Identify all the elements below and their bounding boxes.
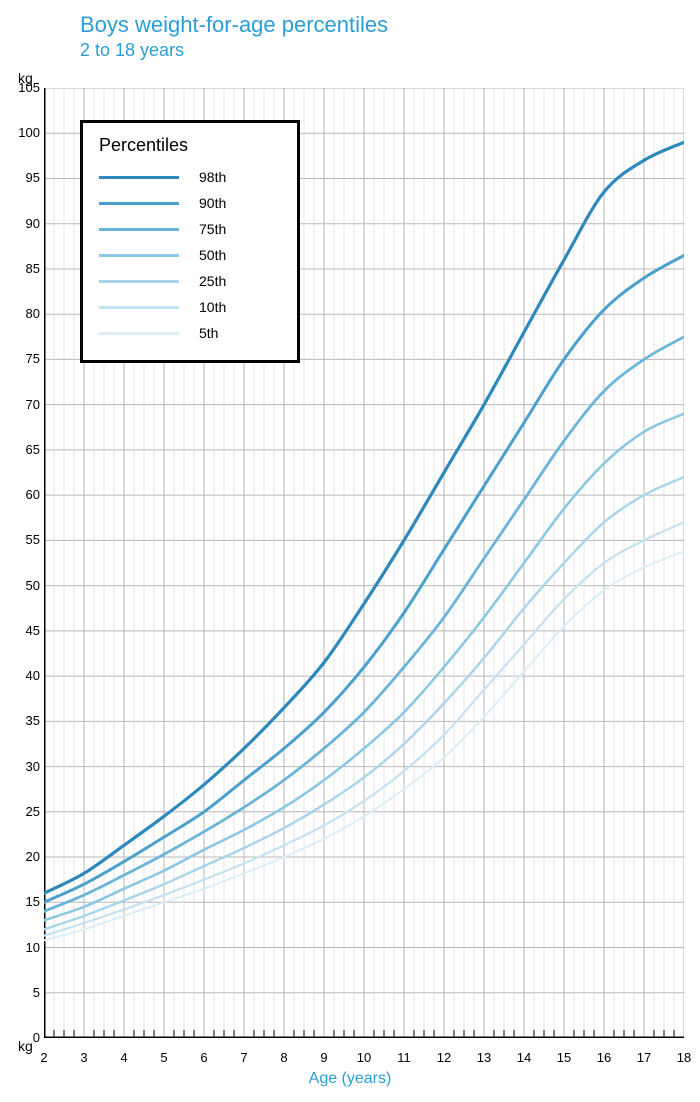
x-tick: 12 xyxy=(432,1050,456,1065)
x-tick: 16 xyxy=(592,1050,616,1065)
y-tick: 40 xyxy=(4,668,40,683)
y-tick: 70 xyxy=(4,397,40,412)
legend-label: 5th xyxy=(199,325,218,341)
legend-item-p10: 10th xyxy=(99,294,281,320)
x-tick: 7 xyxy=(232,1050,256,1065)
x-tick: 6 xyxy=(192,1050,216,1065)
legend-item-p25: 25th xyxy=(99,268,281,294)
growth-chart: { "title": "Boys weight-for-age percenti… xyxy=(0,0,700,1102)
y-tick: 100 xyxy=(4,125,40,140)
x-tick: 17 xyxy=(632,1050,656,1065)
y-tick: 65 xyxy=(4,442,40,457)
legend-item-p75: 75th xyxy=(99,216,281,242)
legend-item-p90: 90th xyxy=(99,190,281,216)
legend-title: Percentiles xyxy=(99,135,281,156)
y-tick: 35 xyxy=(4,713,40,728)
legend-item-p5: 5th xyxy=(99,320,281,346)
legend-swatch xyxy=(99,280,179,283)
legend-label: 10th xyxy=(199,299,226,315)
legend-label: 90th xyxy=(199,195,226,211)
x-tick: 13 xyxy=(472,1050,496,1065)
legend-swatch xyxy=(99,332,179,335)
x-tick: 14 xyxy=(512,1050,536,1065)
x-tick: 2 xyxy=(32,1050,56,1065)
y-tick: 50 xyxy=(4,578,40,593)
y-tick: 5 xyxy=(4,985,40,1000)
y-tick: 25 xyxy=(4,804,40,819)
legend-swatch xyxy=(99,176,179,179)
x-tick: 9 xyxy=(312,1050,336,1065)
legend-box: Percentiles 98th 90th 75th 50th 25th 10th 5th xyxy=(80,120,300,363)
y-tick: 85 xyxy=(4,261,40,276)
y-tick: 10 xyxy=(4,940,40,955)
y-tick: 30 xyxy=(4,759,40,774)
legend-swatch xyxy=(99,202,179,205)
y-tick: 0 xyxy=(4,1030,40,1045)
x-tick: 11 xyxy=(392,1050,416,1065)
y-tick: 55 xyxy=(4,532,40,547)
x-tick: 5 xyxy=(152,1050,176,1065)
legend-label: 50th xyxy=(199,247,226,263)
y-tick: 105 xyxy=(4,80,40,95)
legend-swatch xyxy=(99,254,179,257)
legend-item-p50: 50th xyxy=(99,242,281,268)
x-tick: 18 xyxy=(672,1050,696,1065)
legend-label: 25th xyxy=(199,273,226,289)
legend-label: 75th xyxy=(199,221,226,237)
y-tick: 20 xyxy=(4,849,40,864)
x-axis-label: Age (years) xyxy=(0,1070,700,1088)
x-tick: 15 xyxy=(552,1050,576,1065)
legend-item-p98: 98th xyxy=(99,164,281,190)
y-tick: 15 xyxy=(4,894,40,909)
legend-swatch xyxy=(99,306,179,309)
y-tick: 60 xyxy=(4,487,40,502)
legend-swatch xyxy=(99,228,179,231)
x-tick: 4 xyxy=(112,1050,136,1065)
x-tick: 3 xyxy=(72,1050,96,1065)
y-tick: 95 xyxy=(4,170,40,185)
chart-subtitle: 2 to 18 years xyxy=(80,40,184,61)
x-tick: 8 xyxy=(272,1050,296,1065)
y-tick: 90 xyxy=(4,216,40,231)
y-tick: 80 xyxy=(4,306,40,321)
y-tick: 45 xyxy=(4,623,40,638)
x-tick: 10 xyxy=(352,1050,376,1065)
y-tick: 75 xyxy=(4,351,40,366)
chart-title: Boys weight-for-age percentiles xyxy=(80,12,388,38)
legend-label: 98th xyxy=(199,169,226,185)
